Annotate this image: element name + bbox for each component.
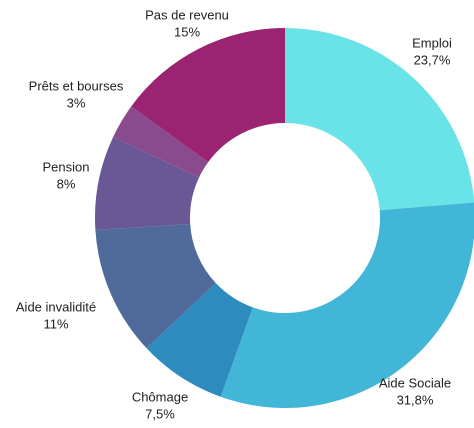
- donut-slice: [113, 106, 209, 178]
- slice-value: 3%: [67, 95, 86, 110]
- donut-slice: [131, 28, 285, 163]
- slice-value: 8%: [57, 176, 76, 191]
- slice-label: Aide Sociale: [379, 375, 451, 390]
- slice-label: Chômage: [132, 389, 188, 404]
- slice-value: 7,5%: [145, 406, 175, 421]
- slice-label: Prêts et bourses: [29, 78, 124, 93]
- donut-slice: [95, 223, 216, 349]
- slice-value: 15%: [174, 24, 200, 39]
- slice-value: 11%: [43, 316, 68, 331]
- donut-slice: [285, 28, 474, 211]
- slice-label: Pension: [43, 159, 90, 174]
- slice-label: Pas de revenu: [145, 7, 229, 22]
- slice-value: 23,7%: [414, 52, 451, 67]
- donut-slice: [220, 202, 474, 408]
- slice-label: Aide invalidité: [16, 299, 96, 314]
- slice-value: 31,8%: [397, 392, 434, 407]
- slice-label: Emploi: [412, 35, 452, 50]
- donut-slice: [94, 137, 200, 230]
- donut-slice: [146, 283, 253, 397]
